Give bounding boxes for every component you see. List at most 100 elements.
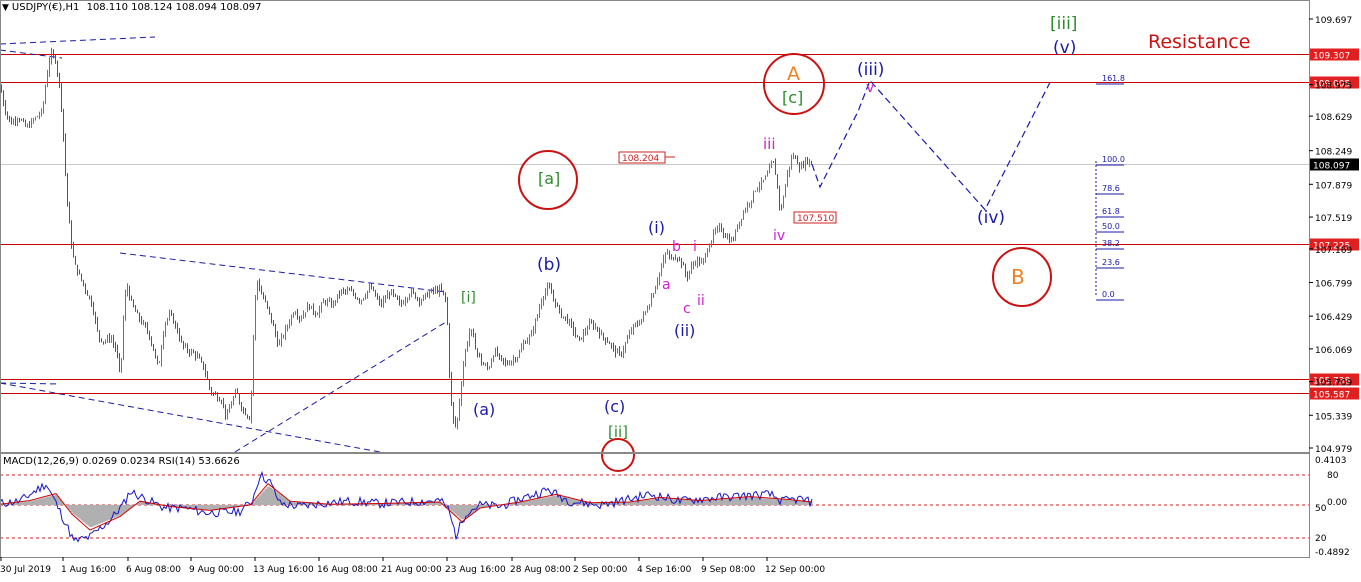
rsi-level-label: 50 bbox=[1315, 504, 1327, 514]
y-tick-label: 105.339 bbox=[1315, 412, 1352, 422]
wave-label: (iv) bbox=[977, 208, 1005, 228]
x-tick-label: 30 Jul 2019 bbox=[0, 565, 51, 575]
level-price-label: 105.587 bbox=[1313, 391, 1350, 401]
wave-label: (b) bbox=[537, 255, 561, 275]
level-price-tag bbox=[1310, 387, 1359, 400]
wave-circle bbox=[992, 247, 1052, 307]
wave-circle bbox=[763, 53, 825, 115]
wave-label: [ii] bbox=[608, 423, 628, 441]
wave-label: (a) bbox=[473, 400, 495, 419]
macd-line bbox=[0, 470, 813, 543]
symbol-info: USDJPY(€),H1 bbox=[11, 2, 80, 13]
indicator-scale-label: -0.4892 bbox=[1315, 548, 1350, 558]
price-tag-label: 108.204 bbox=[622, 154, 659, 164]
wave-circle bbox=[518, 150, 578, 210]
projection-path bbox=[811, 79, 1051, 211]
projection-line bbox=[811, 79, 1051, 211]
wave-label: a bbox=[662, 277, 671, 293]
fibonacci-tool: 161.8 100.0 78.6 61.8 50.0 38.2 23.6 0.0 bbox=[1095, 74, 1125, 301]
price-pane-frame bbox=[0, 0, 1310, 453]
wave-label: [c] bbox=[782, 88, 803, 107]
fib-level-label: 38.2 bbox=[1102, 239, 1120, 248]
x-tick-label: 23 Aug 16:00 bbox=[445, 565, 506, 575]
indicator-scale-label: 0.4103 bbox=[1315, 456, 1347, 466]
wave-label: (v) bbox=[1053, 38, 1076, 58]
fib-level-label: 78.6 bbox=[1102, 184, 1120, 193]
x-tick-label: 21 Aug 00:00 bbox=[381, 565, 442, 575]
fib-level-label: 23.6 bbox=[1102, 258, 1120, 267]
y-tick-label: 106.799 bbox=[1315, 280, 1352, 290]
wave-label: A bbox=[787, 63, 800, 85]
wave-label: iii bbox=[763, 135, 776, 153]
y-tick-label: 105.709 bbox=[1315, 379, 1352, 389]
last-price-tag bbox=[1310, 158, 1359, 171]
y-tick-label: 109.697 bbox=[1315, 16, 1352, 26]
fib-level-label: 0.0 bbox=[1102, 290, 1115, 299]
wave-label: (i) bbox=[648, 218, 665, 237]
y-tick-label: 108.249 bbox=[1315, 148, 1352, 158]
y-tick-label: 108.629 bbox=[1315, 113, 1352, 123]
wave-label: [iii] bbox=[1050, 14, 1077, 34]
x-tick-label: 1 Aug 16:00 bbox=[61, 565, 116, 575]
wave-label: [i] bbox=[461, 290, 476, 306]
indicator-label: MACD(12,26,9) 0.0269 0.0234 RSI(14) 53.6… bbox=[3, 456, 240, 467]
y-tick-label: 107.169 bbox=[1315, 246, 1352, 256]
indicator-pane-frame bbox=[0, 453, 1310, 558]
trend-line bbox=[234, 321, 447, 453]
fib-level-label: 61.8 bbox=[1102, 207, 1120, 216]
level-price-label: 109.307 bbox=[1313, 52, 1350, 62]
y-tick-label: 107.519 bbox=[1315, 214, 1352, 224]
triangle-down-icon[interactable]: ▼ bbox=[2, 3, 9, 13]
x-tick-label: 9 Sep 08:00 bbox=[701, 565, 756, 575]
ohlc-values: 108.110 108.124 108.094 108.097 bbox=[86, 2, 262, 13]
level-price-tag bbox=[1310, 76, 1359, 89]
trend-line bbox=[0, 382, 61, 385]
wave-circle bbox=[601, 438, 635, 472]
level-price-tag bbox=[1310, 238, 1359, 251]
wave-label: (iii) bbox=[857, 60, 884, 80]
rsi-level-label: 20 bbox=[1315, 534, 1327, 544]
level-price-label: 109.005 bbox=[1313, 80, 1350, 90]
rsi-level-label: 80 bbox=[1327, 471, 1339, 481]
horizontal-levels bbox=[0, 54, 1309, 394]
chart-header: ▼ USDJPY(€),H1 108.110 108.124 108.094 10… bbox=[2, 2, 262, 13]
x-tick-label: 13 Aug 16:00 bbox=[253, 565, 314, 575]
wave-label: iv bbox=[773, 228, 785, 244]
wave-label: b bbox=[672, 239, 681, 255]
trend-lines bbox=[0, 36, 447, 453]
x-tick-label: 9 Aug 00:00 bbox=[189, 565, 244, 575]
trend-line bbox=[0, 36, 156, 45]
x-tick-label: 16 Aug 08:00 bbox=[317, 565, 378, 575]
wave-label: (c) bbox=[604, 397, 625, 416]
fib-level-label: 161.8 bbox=[1102, 74, 1125, 83]
level-price-label: 107.225 bbox=[1313, 242, 1350, 252]
wave-label: (ii) bbox=[674, 321, 695, 340]
resistance-label: Resistance bbox=[1148, 31, 1250, 53]
x-tick-label: 28 Aug 08:00 bbox=[510, 565, 571, 575]
wave-label: c bbox=[683, 301, 691, 317]
y-tick-label: 107.879 bbox=[1315, 181, 1352, 191]
y-tick-label: 106.069 bbox=[1315, 346, 1352, 356]
price-tag-label: 107.510 bbox=[797, 214, 834, 224]
price-tag-box bbox=[793, 211, 837, 224]
x-tick-label: 4 Sep 16:00 bbox=[637, 565, 692, 575]
level-price-tag bbox=[1310, 373, 1359, 386]
wave-label: ii bbox=[697, 293, 705, 309]
level-price-label: 105.738 bbox=[1313, 377, 1350, 387]
indicator-scale-label: 0.00 bbox=[1327, 498, 1347, 508]
indicator-pane bbox=[0, 470, 1309, 543]
wave-labels: 108.204 107.510 Resistance [iii] (v) (iii)v A [… bbox=[461, 14, 1250, 472]
wave-label: i bbox=[693, 239, 697, 255]
trend-line bbox=[119, 252, 447, 293]
y-tick-label: 108.975 bbox=[1315, 82, 1352, 92]
wave-label: B bbox=[1011, 265, 1025, 289]
trend-line bbox=[0, 382, 381, 453]
level-price-tag bbox=[1310, 48, 1359, 61]
fib-level-label: 100.0 bbox=[1102, 155, 1125, 164]
x-tick-label: 12 Sep 00:00 bbox=[765, 565, 825, 575]
y-tick-label: 104.979 bbox=[1315, 445, 1352, 455]
y-tick-label: 106.429 bbox=[1315, 313, 1352, 323]
wave-label: [a] bbox=[538, 169, 560, 188]
x-tick-label: 6 Aug 08:00 bbox=[126, 565, 181, 575]
